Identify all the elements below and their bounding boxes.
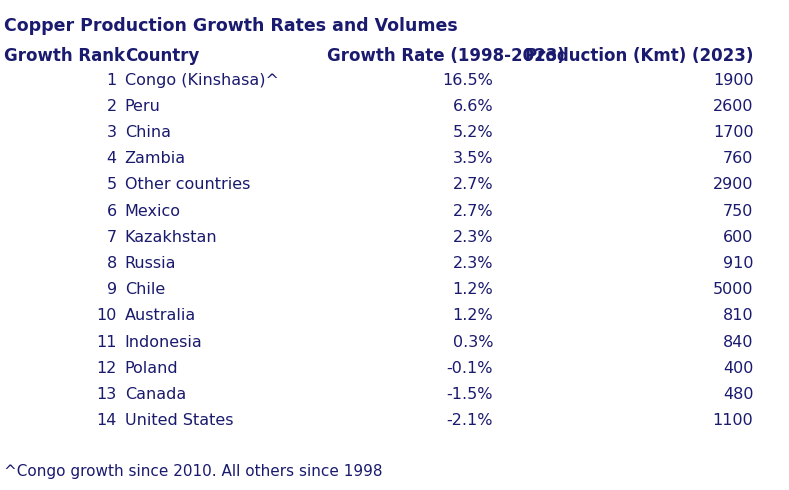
Text: 600: 600 bbox=[724, 230, 753, 245]
Text: 1: 1 bbox=[107, 73, 117, 88]
Text: ^Congo growth since 2010. All others since 1998: ^Congo growth since 2010. All others sin… bbox=[4, 464, 383, 479]
Text: 14: 14 bbox=[96, 414, 117, 428]
Text: 480: 480 bbox=[723, 387, 753, 402]
Text: 13: 13 bbox=[96, 387, 117, 402]
Text: 3.5%: 3.5% bbox=[453, 151, 493, 166]
Text: Indonesia: Indonesia bbox=[125, 335, 203, 350]
Text: 6: 6 bbox=[107, 204, 117, 219]
Text: 2600: 2600 bbox=[713, 99, 753, 114]
Text: 2.3%: 2.3% bbox=[453, 256, 493, 271]
Text: Canada: Canada bbox=[125, 387, 186, 402]
Text: Congo (Kinshasa)^: Congo (Kinshasa)^ bbox=[125, 73, 279, 88]
Text: 400: 400 bbox=[724, 361, 753, 376]
Text: Zambia: Zambia bbox=[125, 151, 185, 166]
Text: Growth Rate (1998-2023): Growth Rate (1998-2023) bbox=[327, 47, 565, 65]
Text: Kazakhstan: Kazakhstan bbox=[125, 230, 217, 245]
Text: 2: 2 bbox=[107, 99, 117, 114]
Text: Poland: Poland bbox=[125, 361, 178, 376]
Text: 810: 810 bbox=[723, 309, 753, 323]
Text: 11: 11 bbox=[96, 335, 117, 350]
Text: United States: United States bbox=[125, 414, 234, 428]
Text: 4: 4 bbox=[107, 151, 117, 166]
Text: Copper Production Growth Rates and Volumes: Copper Production Growth Rates and Volum… bbox=[4, 17, 458, 35]
Text: 1100: 1100 bbox=[712, 414, 753, 428]
Text: Australia: Australia bbox=[125, 309, 196, 323]
Text: 750: 750 bbox=[724, 204, 753, 219]
Text: 8: 8 bbox=[107, 256, 117, 271]
Text: 5.2%: 5.2% bbox=[453, 125, 493, 140]
Text: 10: 10 bbox=[96, 309, 117, 323]
Text: 1.2%: 1.2% bbox=[452, 282, 493, 297]
Text: 840: 840 bbox=[723, 335, 753, 350]
Text: Chile: Chile bbox=[125, 282, 165, 297]
Text: -1.5%: -1.5% bbox=[447, 387, 493, 402]
Text: 6.6%: 6.6% bbox=[453, 99, 493, 114]
Text: Production (Kmt) (2023): Production (Kmt) (2023) bbox=[525, 47, 753, 65]
Text: Peru: Peru bbox=[125, 99, 160, 114]
Text: China: China bbox=[125, 125, 170, 140]
Text: 2.7%: 2.7% bbox=[453, 177, 493, 193]
Text: 2900: 2900 bbox=[713, 177, 753, 193]
Text: 0.3%: 0.3% bbox=[453, 335, 493, 350]
Text: 760: 760 bbox=[724, 151, 753, 166]
Text: 1.2%: 1.2% bbox=[452, 309, 493, 323]
Text: 2.7%: 2.7% bbox=[453, 204, 493, 219]
Text: 1900: 1900 bbox=[713, 73, 753, 88]
Text: 2.3%: 2.3% bbox=[453, 230, 493, 245]
Text: 16.5%: 16.5% bbox=[443, 73, 493, 88]
Text: 3: 3 bbox=[107, 125, 117, 140]
Text: Growth Rank: Growth Rank bbox=[4, 47, 125, 65]
Text: 12: 12 bbox=[96, 361, 117, 376]
Text: Other countries: Other countries bbox=[125, 177, 250, 193]
Text: -2.1%: -2.1% bbox=[447, 414, 493, 428]
Text: 910: 910 bbox=[723, 256, 753, 271]
Text: 7: 7 bbox=[107, 230, 117, 245]
Text: Country: Country bbox=[125, 47, 199, 65]
Text: 5: 5 bbox=[107, 177, 117, 193]
Text: 9: 9 bbox=[107, 282, 117, 297]
Text: Russia: Russia bbox=[125, 256, 176, 271]
Text: 1700: 1700 bbox=[713, 125, 753, 140]
Text: -0.1%: -0.1% bbox=[447, 361, 493, 376]
Text: Mexico: Mexico bbox=[125, 204, 181, 219]
Text: 5000: 5000 bbox=[713, 282, 753, 297]
